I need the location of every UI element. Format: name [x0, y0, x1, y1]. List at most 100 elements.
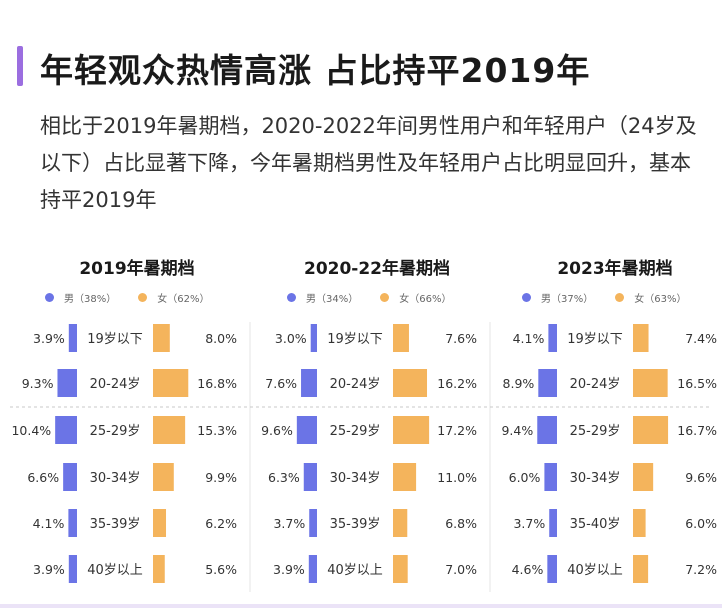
female-value-label: 16.8%	[197, 376, 237, 391]
female-bar	[153, 509, 167, 537]
age-category-label: 35-40岁	[570, 517, 621, 532]
male-bar	[68, 324, 77, 352]
female-bar	[633, 416, 669, 444]
legend-male-label: 男（34%）	[306, 294, 359, 305]
male-value-label: 4.6%	[512, 562, 544, 577]
female-bar	[633, 324, 649, 352]
age-category-label: 25-29岁	[330, 424, 381, 439]
age-category-label: 30-34岁	[90, 471, 141, 486]
legend-female-label: 女（62%）	[157, 294, 210, 305]
male-value-label: 7.6%	[265, 376, 297, 391]
age-category-label: 30-34岁	[330, 471, 381, 486]
female-value-label: 15.3%	[197, 423, 237, 438]
male-legend-swatch	[522, 293, 531, 302]
age-category-label: 25-29岁	[90, 424, 141, 439]
female-bar	[393, 463, 417, 491]
female-legend-swatch	[380, 293, 390, 302]
male-value-label: 6.6%	[27, 470, 59, 485]
male-value-label: 3.7%	[513, 516, 545, 531]
female-value-label: 6.2%	[205, 516, 237, 531]
chart-title-2023: 2023年暑期档	[557, 259, 673, 279]
female-legend-swatch	[615, 293, 625, 302]
female-bar	[633, 369, 668, 397]
age-category-label: 19岁以下	[327, 332, 383, 347]
age-category-label: 30-34岁	[570, 471, 621, 486]
male-bar	[55, 416, 77, 444]
female-value-label: 8.0%	[205, 331, 237, 346]
male-value-label: 3.9%	[33, 331, 65, 346]
legend-male-label: 男（38%）	[64, 294, 117, 305]
male-bar	[57, 369, 77, 397]
male-value-label: 6.3%	[268, 470, 300, 485]
legend-2019: 男（38%） 女（62%）	[45, 290, 221, 305]
female-value-label: 16.7%	[677, 423, 717, 438]
page-subtitle: 相比于2019年暑期档，2020-2022年间男性用户和年轻用户（24岁及以下）…	[40, 114, 697, 212]
male-bar	[537, 416, 557, 444]
female-bar	[153, 324, 170, 352]
legend-male-label: 男（37%）	[541, 294, 594, 305]
female-bar	[393, 555, 408, 583]
age-category-label: 35-39岁	[330, 517, 381, 532]
male-value-label: 3.9%	[33, 562, 65, 577]
female-bar	[393, 416, 430, 444]
male-value-label: 4.1%	[33, 516, 65, 531]
male-bar	[303, 463, 317, 491]
male-legend-swatch	[45, 293, 54, 302]
male-value-label: 4.1%	[513, 331, 545, 346]
male-value-label: 9.6%	[261, 423, 293, 438]
female-value-label: 7.2%	[685, 562, 717, 577]
page-title: 年轻观众热情高涨 占比持平2019年	[40, 51, 591, 90]
legend-2020-22: 男（34%） 女（66%）	[287, 290, 463, 305]
female-bar	[633, 463, 654, 491]
female-bar	[633, 509, 646, 537]
female-bar	[393, 369, 428, 397]
female-value-label: 7.4%	[685, 331, 717, 346]
legend-female-label: 女（66%）	[399, 294, 452, 305]
female-bar	[153, 555, 165, 583]
male-bar	[63, 463, 77, 491]
male-bar	[548, 324, 557, 352]
age-category-label: 40岁以上	[567, 563, 623, 578]
female-bar	[153, 463, 174, 491]
female-value-label: 6.0%	[685, 516, 717, 531]
male-value-label: 3.0%	[275, 331, 307, 346]
male-bar	[544, 463, 557, 491]
age-category-label: 40岁以上	[87, 563, 143, 578]
male-value-label: 3.9%	[273, 562, 305, 577]
male-bar	[309, 509, 317, 537]
bottom-edge	[0, 604, 722, 608]
female-legend-swatch	[138, 293, 148, 302]
female-bar	[153, 369, 189, 397]
age-category-label: 20-24岁	[90, 377, 141, 392]
male-value-label: 9.4%	[501, 423, 533, 438]
age-category-label: 19岁以下	[87, 332, 143, 347]
male-value-label: 6.0%	[509, 470, 541, 485]
male-value-label: 3.7%	[273, 516, 305, 531]
male-bar	[310, 324, 317, 352]
male-value-label: 10.4%	[11, 423, 51, 438]
female-bar	[393, 509, 408, 537]
female-value-label: 9.6%	[685, 470, 717, 485]
age-category-label: 20-24岁	[330, 377, 381, 392]
male-bar	[308, 555, 317, 583]
age-category-label: 35-39岁	[90, 517, 141, 532]
male-legend-swatch	[287, 293, 296, 302]
female-bar	[393, 324, 409, 352]
age-category-label: 40岁以上	[327, 563, 383, 578]
female-bar	[153, 416, 186, 444]
female-value-label: 9.9%	[205, 470, 237, 485]
chart-title-2020-22: 2020-22年暑期档	[303, 259, 451, 279]
title-accent-bar	[17, 46, 23, 86]
legend-2023: 男（37%） 女（63%）	[522, 290, 698, 305]
male-value-label: 8.9%	[503, 376, 535, 391]
male-bar	[68, 509, 77, 537]
male-bar	[296, 416, 317, 444]
male-bar	[538, 369, 557, 397]
female-value-label: 16.5%	[677, 376, 717, 391]
female-value-label: 6.8%	[445, 516, 477, 531]
female-value-label: 5.6%	[205, 562, 237, 577]
age-category-label: 19岁以下	[567, 332, 623, 347]
chart-title-2019: 2019年暑期档	[79, 259, 195, 279]
male-value-label: 9.3%	[22, 376, 54, 391]
male-bar	[547, 555, 557, 583]
